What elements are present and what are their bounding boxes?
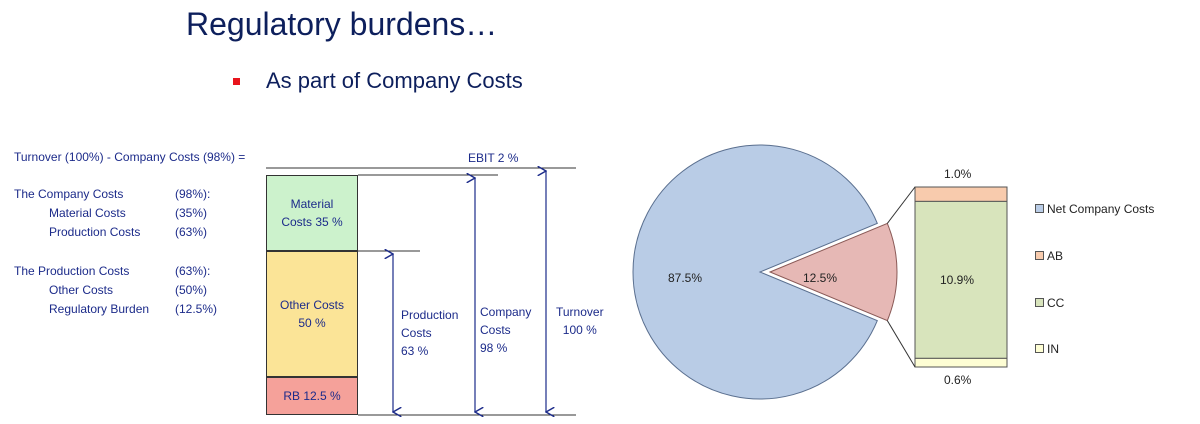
segment-material-label: Material Costs 35 % xyxy=(281,197,343,229)
burden-bar-label-ab: 1.0% xyxy=(944,167,972,181)
bullet-marker xyxy=(233,78,240,85)
slide-title: Regulatory burdens… xyxy=(186,6,498,42)
ebit-label: EBIT 2 % xyxy=(468,151,519,165)
bracket-turnover-label: Turnover 100 % xyxy=(556,305,604,337)
pie-slice-net-company-costs xyxy=(632,144,878,400)
segment-material-costs: Material Costs 35 % xyxy=(266,175,358,251)
segment-other-label: Other Costs 50 % xyxy=(279,298,345,330)
connector-top-line xyxy=(886,186,916,224)
legend-swatch xyxy=(1035,251,1044,260)
cost-list-value: (63%) xyxy=(175,225,208,239)
bracket-company-label: Company Costs 98 % xyxy=(480,305,532,355)
legend-swatch xyxy=(1035,344,1044,353)
legend-label: IN xyxy=(1047,342,1059,356)
cost-list-value: (35%) xyxy=(175,206,208,220)
pie-slice-regulatory-burden xyxy=(768,222,898,322)
cost-list-label: Other Costs xyxy=(49,283,114,297)
cost-list-value: (12.5%) xyxy=(175,302,218,316)
cost-list-label: The Company Costs xyxy=(14,187,124,201)
cost-list-label: Regulatory Burden xyxy=(49,302,150,316)
cost-list-label: Production Costs xyxy=(49,225,141,239)
legend-swatch xyxy=(1035,298,1044,307)
segment-rb-label: RB 12.5 % xyxy=(283,389,341,403)
cost-list-value: (50%) xyxy=(175,283,208,297)
cost-list-label: The Production Costs xyxy=(14,264,130,278)
segment-regulatory-burden: RB 12.5 % xyxy=(266,377,358,415)
burden-bar-label-cc: 10.9% xyxy=(940,273,975,287)
segment-other-costs: Other Costs 50 % xyxy=(266,251,358,377)
bullet-text: As part of Company Costs xyxy=(266,68,523,93)
legend-label: Net Company Costs xyxy=(1047,202,1155,216)
legend-label: CC xyxy=(1047,296,1065,310)
bracket-production-label: Production Costs 63 % xyxy=(401,308,459,358)
burden-bar-segment-ab xyxy=(914,186,1008,202)
legend-label: AB xyxy=(1047,249,1064,263)
pie-label-burden: 12.5% xyxy=(803,271,838,285)
cost-list-label: Material Costs xyxy=(49,206,126,220)
legend-swatch xyxy=(1035,204,1044,213)
burden-bar-label-in: 0.6% xyxy=(944,373,972,387)
cost-list-value: (63%): xyxy=(175,264,211,278)
connector-bottom-line xyxy=(886,320,916,368)
cost-list-value: (98%): xyxy=(175,187,211,201)
pie-label-net: 87.5% xyxy=(668,271,703,285)
burden-bar-segment-in xyxy=(914,357,1008,368)
burden-bar-segment-cc xyxy=(914,200,1008,359)
equation-text: Turnover (100%) - Company Costs (98%) = xyxy=(14,150,246,164)
